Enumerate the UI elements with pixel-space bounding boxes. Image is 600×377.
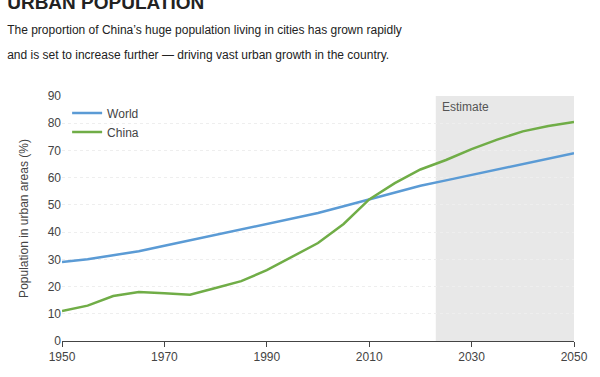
- svg-text:90: 90: [48, 89, 62, 103]
- svg-text:URBAN POPULATIONThe proportion: URBAN POPULATIONThe proportion of China’…: [7, 0, 402, 62]
- svg-text:70: 70: [48, 144, 62, 158]
- svg-text:0: 0: [54, 334, 61, 348]
- svg-text:40: 40: [48, 225, 62, 239]
- svg-text:60: 60: [48, 171, 62, 185]
- svg-text:Estimate: Estimate: [442, 100, 489, 114]
- svg-text:2030: 2030: [458, 350, 485, 364]
- svg-text:1950: 1950: [49, 350, 76, 364]
- svg-text:10: 10: [48, 307, 62, 321]
- svg-text:China: China: [107, 126, 139, 140]
- svg-text:50: 50: [48, 198, 62, 212]
- svg-text:World: World: [107, 107, 138, 121]
- svg-text:2050: 2050: [561, 350, 588, 364]
- svg-text:80: 80: [48, 116, 62, 130]
- svg-text:1990: 1990: [253, 350, 280, 364]
- svg-text:2010: 2010: [356, 350, 383, 364]
- svg-text:Population in urban areas (%): Population in urban areas (%): [17, 139, 31, 298]
- svg-text:30: 30: [48, 253, 62, 267]
- svg-text:20: 20: [48, 280, 62, 294]
- svg-text:1970: 1970: [151, 350, 178, 364]
